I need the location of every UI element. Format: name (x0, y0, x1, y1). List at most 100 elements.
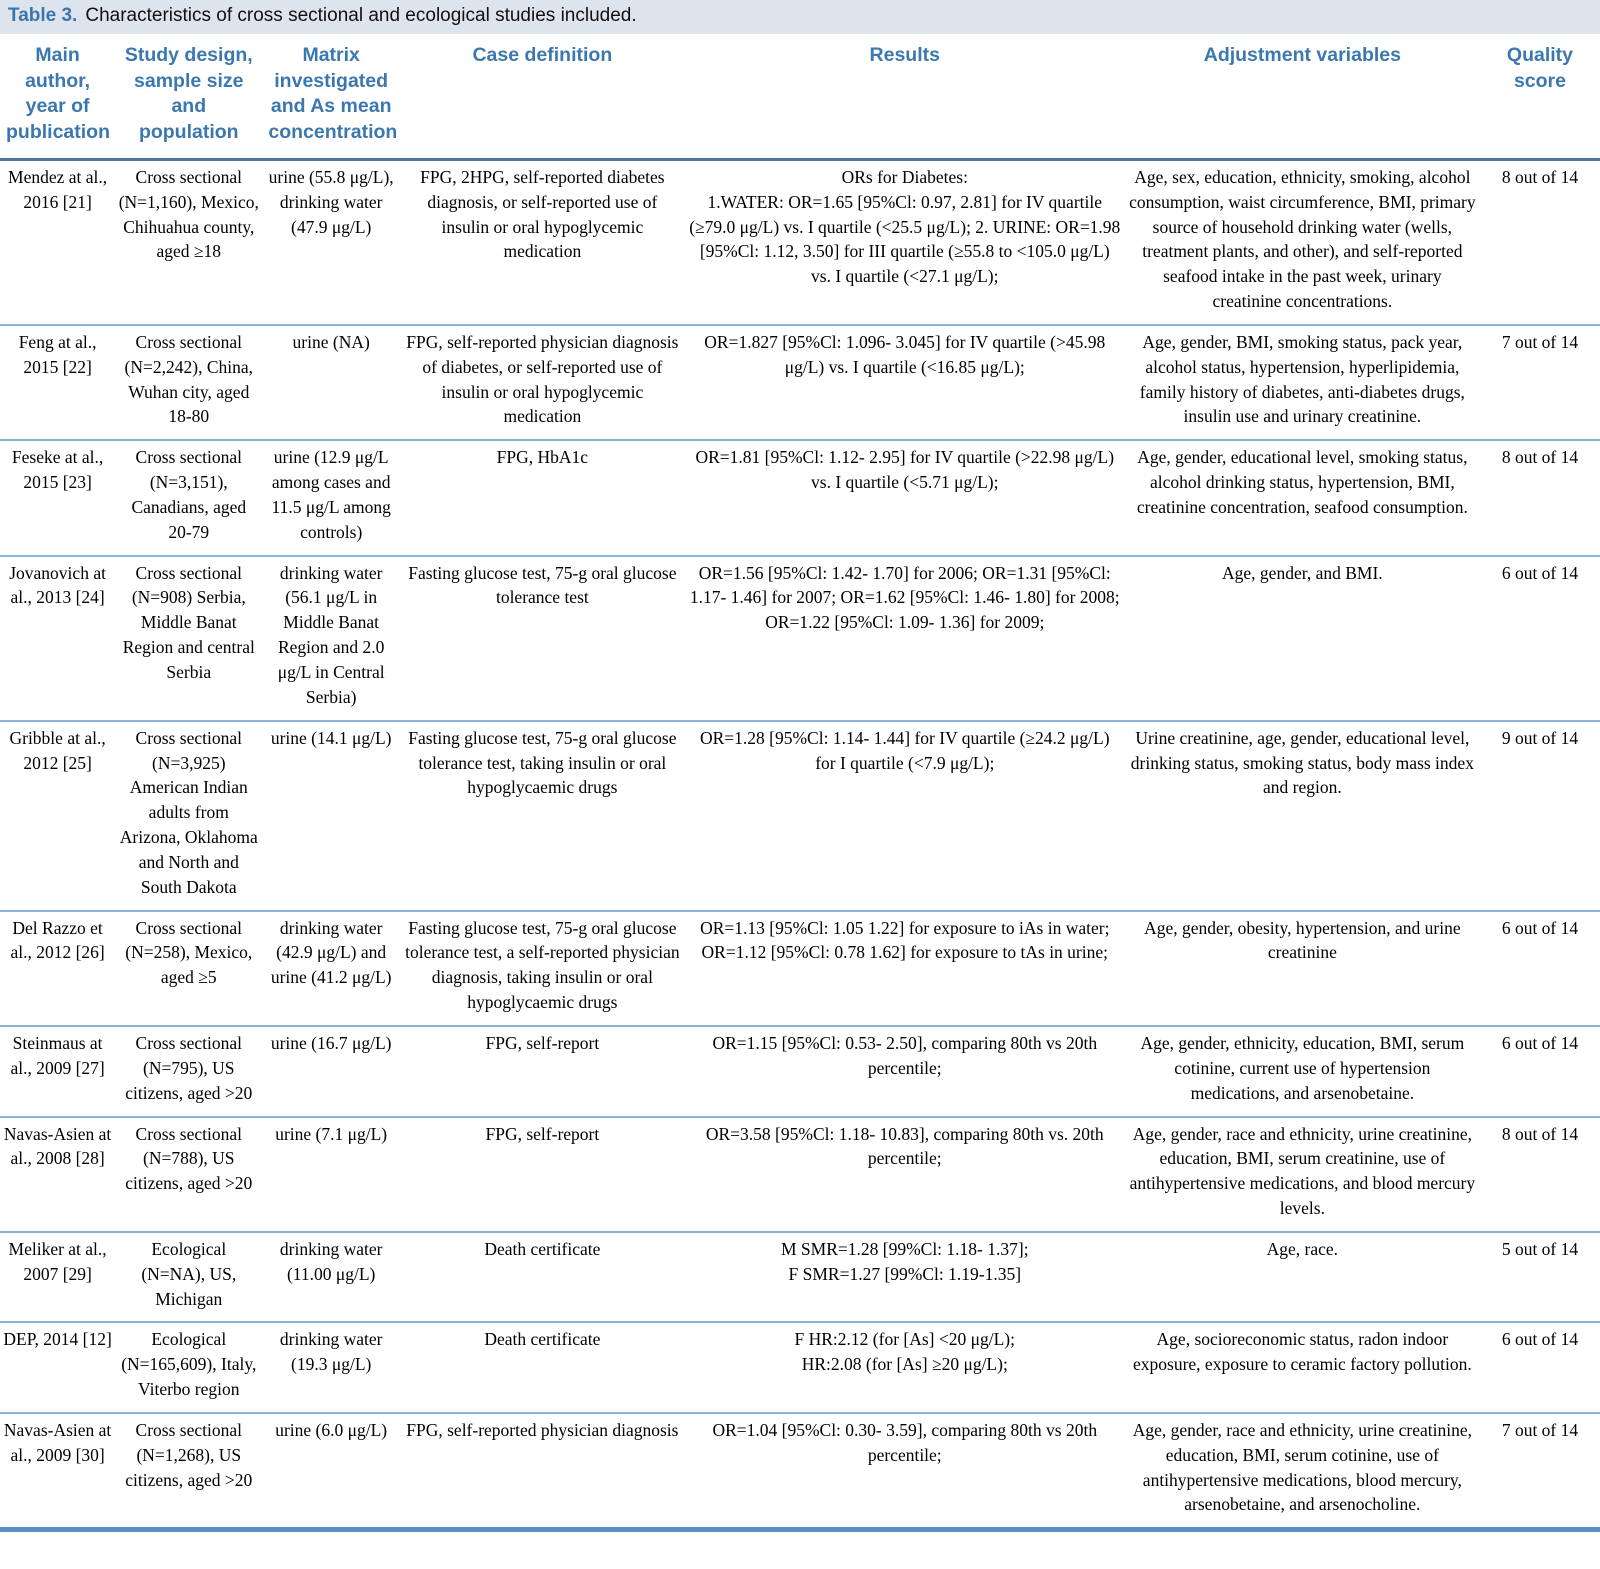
cell-results: ORs for Diabetes: 1.WATER: OR=1.65 [95%C… (684, 159, 1125, 326)
cell-quality-score: 7 out of 14 (1501, 1419, 1579, 1440)
table-row: Mendez at al., 2016 [21] Cross sectional… (0, 159, 1600, 326)
table-row: Steinmaus at al., 2009 [27] Cross sectio… (0, 1025, 1600, 1118)
cell-adjustment: Age, gender, obesity, hypertension, and … (1124, 910, 1480, 1027)
cell-matrix: drinking water (56.1 μg/L in Middle Bana… (262, 555, 400, 722)
table-row: Del Razzo et al., 2012 [26] Cross sectio… (0, 910, 1600, 1027)
cell-matrix: urine (14.1 μg/L) (262, 720, 400, 912)
cell-quality-score: 6 out of 14 (1479, 1025, 1600, 1118)
table-row: Meliker at al., 2007 [29] Ecological (N=… (0, 1231, 1600, 1324)
cell-quality-score: 9 out of 14 (1479, 720, 1600, 912)
cell-adjustment: Age, socioreconomic status, radon indoor… (1124, 1322, 1480, 1414)
cell-matrix: urine (6.0 μg/L) (275, 1419, 388, 1440)
cell-author: Navas-Asien at al., 2009 [30] (3, 1419, 112, 1465)
cell-author: Feseke at al., 2015 [23] (0, 440, 116, 557)
cell-case-definition: Fasting glucose test, 75-g oral glucose … (399, 720, 685, 912)
cell-author: Meliker at al., 2007 [29] (0, 1231, 116, 1324)
cell-design: Cross sectional (N=908) Serbia, Middle B… (115, 555, 263, 722)
cell-results: OR=1.827 [95%Cl: 1.096- 3.045] for IV qu… (684, 324, 1125, 442)
column-header-case-definition: Case definition (399, 33, 685, 161)
cell-matrix: urine (NA) (262, 324, 400, 442)
cell-results: M SMR=1.28 [99%Cl: 1.18- 1.37]; F SMR=1.… (684, 1231, 1125, 1324)
cell-design: Cross sectional (N=3,925) American India… (115, 720, 263, 912)
studies-table: Main author, year of publication Study d… (0, 33, 1600, 1533)
cell-case-definition: FPG, HbA1c (399, 440, 685, 557)
cell-design: Cross sectional (N=795), US citizens, ag… (115, 1025, 263, 1118)
column-header-matrix: Matrix investigated and As mean concentr… (262, 33, 400, 161)
cell-design: Cross sectional (N=2,242), China, Wuhan … (115, 324, 263, 442)
header-row: Main author, year of publication Study d… (0, 33, 1600, 161)
table-row: Feng at al., 2015 [22] Cross sectional (… (0, 324, 1600, 442)
cell-design: Cross sectional (N=258), Mexico, aged ≥5 (115, 910, 263, 1027)
cell-results: OR=1.15 [95%Cl: 0.53- 2.50], comparing 8… (684, 1025, 1125, 1118)
cell-quality-score: 7 out of 14 (1479, 324, 1600, 442)
cell-author: Mendez at al., 2016 [21] (0, 159, 116, 326)
cell-design: Cross sectional (N=1,160), Mexico, Chihu… (115, 159, 263, 326)
cell-case-definition: Fasting glucose test, 75-g oral glucose … (399, 555, 685, 722)
cell-design: Cross sectional (N=1,268), US citizens, … (125, 1419, 253, 1490)
cell-author: DEP, 2014 [12] (0, 1322, 116, 1414)
cell-quality-score: 8 out of 14 (1479, 1116, 1600, 1233)
cell-matrix: urine (16.7 μg/L) (262, 1025, 400, 1118)
cell-author: Gribble at al., 2012 [25] (0, 720, 116, 912)
cell-adjustment: Age, gender, and BMI. (1124, 555, 1480, 722)
cell-adjustment: Age, gender, race and ethnicity, urine c… (1124, 1116, 1480, 1233)
cell-quality-score: 6 out of 14 (1479, 910, 1600, 1027)
cell-author: Feng at al., 2015 [22] (0, 324, 116, 442)
column-header-quality-score: Quality score (1479, 33, 1600, 161)
cell-case-definition: Death certificate (399, 1322, 685, 1414)
column-header-design: Study design, sample size and population (115, 33, 263, 161)
cell-adjustment: Age, gender, race and ethnicity, urine c… (1132, 1419, 1472, 1515)
table-row: Navas-Asien at al., 2009 [30] Cross sect… (0, 1413, 1600, 1530)
cell-results: OR=1.13 [95%Cl: 1.05 1.22] for exposure … (684, 910, 1125, 1027)
table-header: Main author, year of publication Study d… (0, 33, 1600, 161)
cell-adjustment: Age, gender, ethnicity, education, BMI, … (1124, 1025, 1480, 1118)
cell-matrix: drinking water (19.3 μg/L) (262, 1322, 400, 1414)
cell-matrix: urine (55.8 μg/L), drinking water (47.9 … (262, 159, 400, 326)
cell-results: OR=3.58 [95%Cl: 1.18- 10.83], comparing … (684, 1116, 1125, 1233)
cell-results: OR=1.04 [95%Cl: 0.30- 3.59], comparing 8… (712, 1419, 1098, 1465)
cell-case-definition: FPG, 2HPG, self-reported diabetes diagno… (399, 159, 685, 326)
cell-quality-score: 6 out of 14 (1479, 555, 1600, 722)
cell-case-definition: Death certificate (399, 1231, 685, 1324)
column-header-results: Results (684, 33, 1125, 161)
column-header-author: Main author, year of publication (0, 33, 116, 161)
table-row: Navas-Asien at al., 2008 [28] Cross sect… (0, 1116, 1600, 1233)
table-caption-label: Table 3. (8, 5, 78, 26)
cell-matrix: drinking water (42.9 μg/L) and urine (41… (262, 910, 400, 1027)
cell-quality-score: 8 out of 14 (1479, 159, 1600, 326)
cell-case-definition: FPG, self-report (399, 1116, 685, 1233)
cell-quality-score: 6 out of 14 (1479, 1322, 1600, 1414)
cell-matrix: urine (7.1 μg/L) (262, 1116, 400, 1233)
cell-adjustment: Age, gender, BMI, smoking status, pack y… (1124, 324, 1480, 442)
table-caption: Table 3. Characteristics of cross section… (0, 0, 1600, 34)
cell-author: Navas-Asien at al., 2008 [28] (0, 1116, 116, 1233)
cell-adjustment: Age, gender, educational level, smoking … (1124, 440, 1480, 557)
cell-case-definition: FPG, self-reported physician diagnosis (406, 1419, 679, 1440)
cell-author: Steinmaus at al., 2009 [27] (0, 1025, 116, 1118)
cell-results: OR=1.28 [95%Cl: 1.14- 1.44] for IV quart… (684, 720, 1125, 912)
cell-results: F HR:2.12 (for [As] <20 μg/L); HR:2.08 (… (684, 1322, 1125, 1414)
cell-case-definition: Fasting glucose test, 75-g oral glucose … (399, 910, 685, 1027)
cell-matrix: urine (12.9 μg/L among cases and 11.5 μg… (262, 440, 400, 557)
cell-quality-score: 5 out of 14 (1479, 1231, 1600, 1324)
cell-case-definition: FPG, self-reported physician diagnosis o… (399, 324, 685, 442)
table-row: DEP, 2014 [12] Ecological (N=165,609), I… (0, 1322, 1600, 1414)
cell-design: Cross sectional (N=788), US citizens, ag… (115, 1116, 263, 1233)
cell-matrix: drinking water (11.00 μg/L) (262, 1231, 400, 1324)
cell-design: Ecological (N=165,609), Italy, Viterbo r… (115, 1322, 263, 1414)
table-row: Jovanovich at al., 2013 [24] Cross secti… (0, 555, 1600, 722)
column-header-adjustment-variables: Adjustment variables (1124, 33, 1480, 161)
cell-quality-score: 8 out of 14 (1479, 440, 1600, 557)
table-row: Gribble at al., 2012 [25] Cross sectiona… (0, 720, 1600, 912)
cell-adjustment: Urine creatinine, age, gender, education… (1124, 720, 1480, 912)
table-body: Mendez at al., 2016 [21] Cross sectional… (0, 159, 1600, 1530)
cell-design: Ecological (N=NA), US, Michigan (115, 1231, 263, 1324)
cell-author: Del Razzo et al., 2012 [26] (0, 910, 116, 1027)
cell-results: OR=1.81 [95%Cl: 1.12- 2.95] for IV quart… (684, 440, 1125, 557)
cell-adjustment: Age, race. (1124, 1231, 1480, 1324)
cell-case-definition: FPG, self-report (399, 1025, 685, 1118)
cell-results: OR=1.56 [95%Cl: 1.42- 1.70] for 2006; OR… (684, 555, 1125, 722)
cell-adjustment: Age, sex, education, ethnicity, smoking,… (1124, 159, 1480, 326)
cell-author: Jovanovich at al., 2013 [24] (0, 555, 116, 722)
table-caption-text: Characteristics of cross sectional and e… (85, 5, 637, 26)
